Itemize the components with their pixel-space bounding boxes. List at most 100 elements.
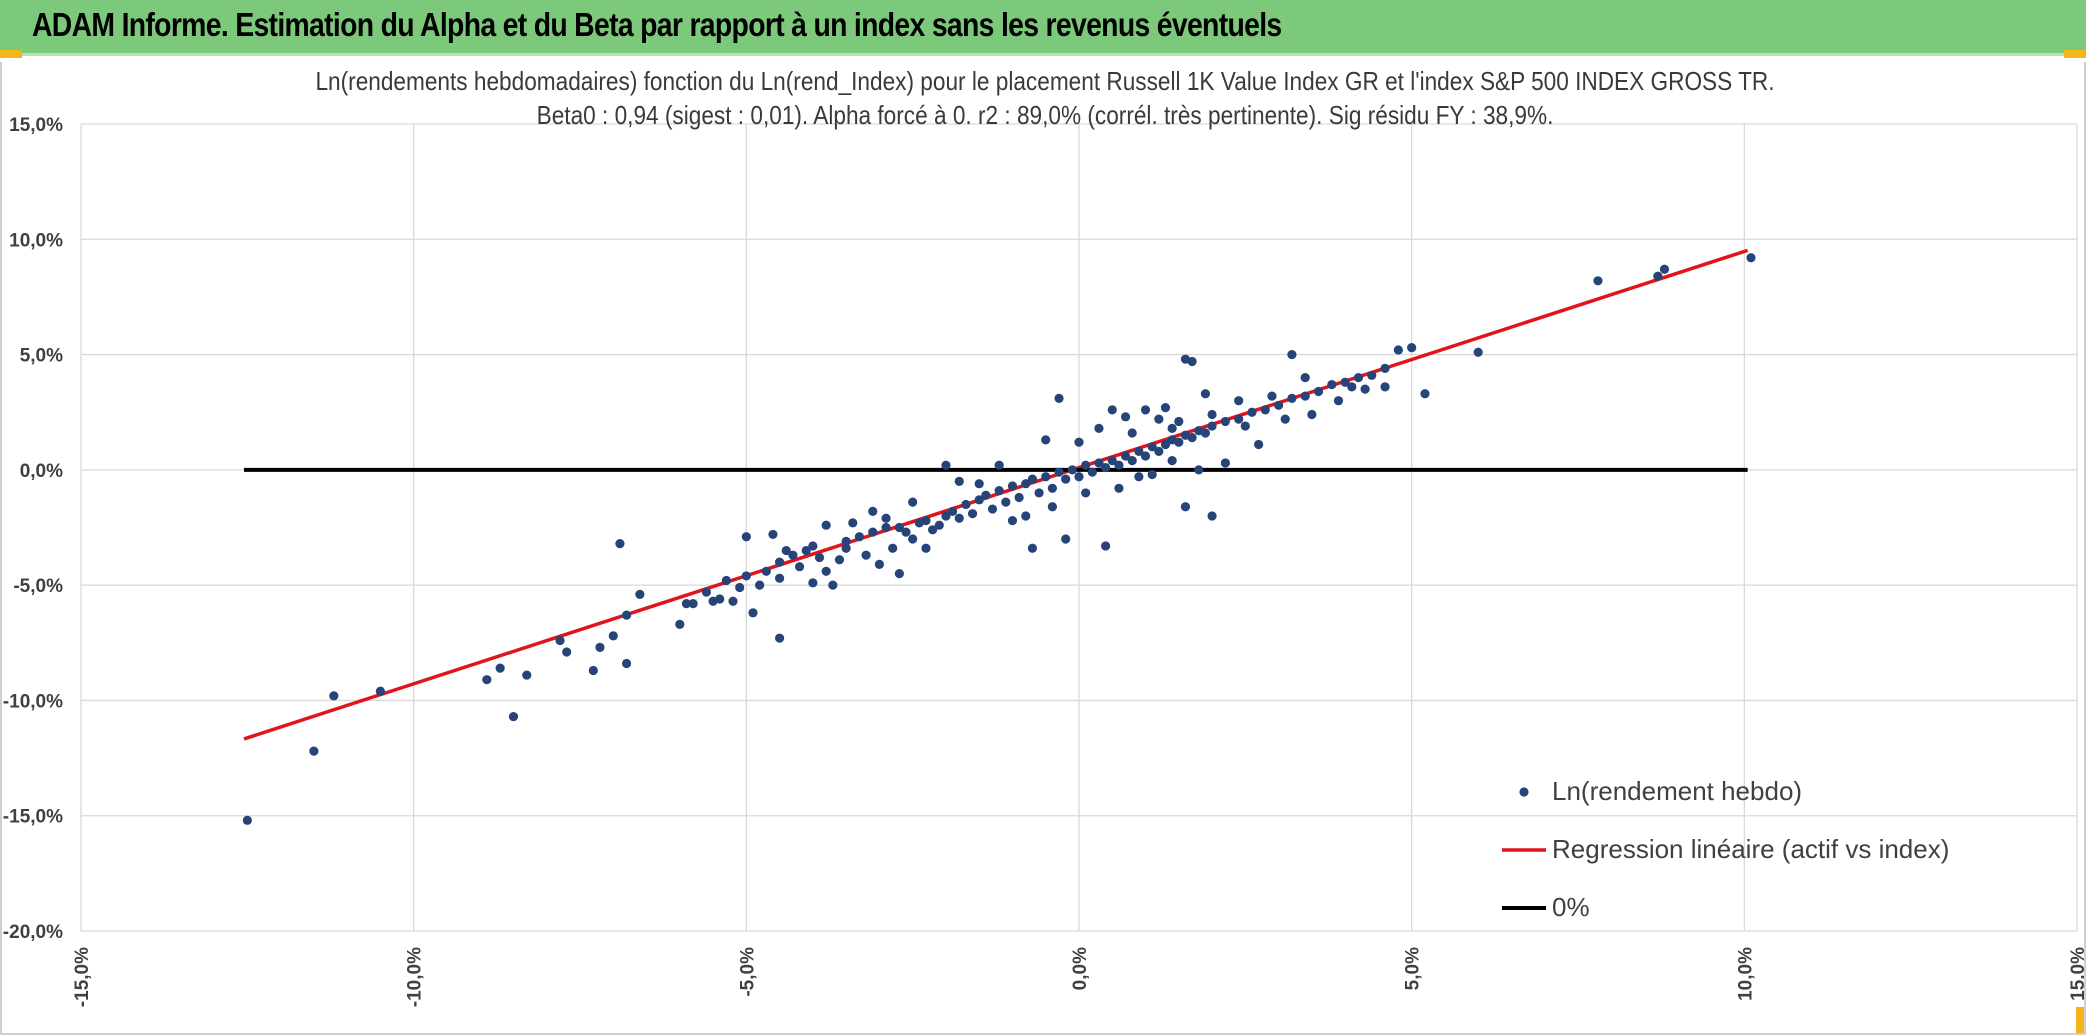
data-point [701,587,712,597]
data-point [1140,405,1151,415]
legend-label-points: Ln(rendement hebdo) [1552,776,1802,806]
data-point [967,509,978,519]
data-point [888,543,898,553]
data-point [947,506,958,516]
data-point [841,536,851,546]
data-point [1327,379,1337,390]
data-point [1254,439,1264,450]
header-corner-marker-right [2064,50,2086,58]
x-tick-label: 15,0% [2068,947,2084,1001]
data-point [508,711,519,722]
chart-area[interactable]: 15,0% 10,0% 5,0% 0,0% -5,0% -10,0% -15,0% -20,0… [0,62,2086,1035]
data-point [1367,370,1377,380]
data-point [1134,446,1144,457]
data-point [1001,497,1011,507]
data-point [1380,363,1390,374]
data-point [1014,492,1024,503]
data-point [681,598,692,609]
data-point [987,504,998,514]
resize-handle[interactable] [2076,1007,2084,1033]
data-point [1047,483,1057,493]
data-point [555,635,565,646]
chart-subtitle: Beta0 : 0,94 (sigest : 0,01). Alpha forc… [536,100,1554,130]
data-point [1147,469,1157,480]
data-point [1287,349,1297,360]
data-point [1207,511,1217,521]
data-point [1194,465,1204,475]
data-point [921,543,931,553]
data-point [728,596,738,606]
x-tick-label: -10,0% [405,947,426,1007]
data-point [1034,488,1044,498]
data-point [1120,451,1131,461]
data-point [788,550,798,560]
data-point [1081,460,1091,470]
data-point [1234,396,1244,406]
data-point [1300,391,1310,401]
data-point [1061,474,1071,484]
data-point [1120,412,1131,422]
data-point [242,815,252,825]
data-point [861,550,871,560]
data-point [1746,253,1756,263]
data-point [1247,407,1257,417]
data-point [1300,373,1310,383]
scatter-chart: 15,0% 10,0% 5,0% 0,0% -5,0% -10,0% -15,0% -20,0… [3,115,2084,1007]
legend-marker-points [1519,787,1529,797]
y-tick-label: -20,0% [3,922,63,943]
data-point [1167,456,1177,466]
data-point [928,525,938,535]
data-point [941,460,951,470]
y-tick-label: -15,0% [3,807,63,828]
data-point [748,608,758,618]
data-point [781,545,791,556]
data-point [981,490,991,500]
data-point [1054,467,1064,477]
data-point [868,527,878,537]
data-point [1313,386,1324,397]
data-point [1094,458,1104,468]
data-point [1187,432,1197,443]
data-point [1101,462,1111,473]
data-point [1240,421,1250,431]
data-point [1154,414,1164,424]
data-point [1174,437,1184,447]
header-corner-marker-left [0,50,22,58]
data-point [1087,467,1097,477]
data-point [881,522,891,533]
data-point [908,534,918,544]
data-point [1054,393,1064,403]
header-bar: ADAM Informe. Estimation du Alpha et du … [0,0,2086,58]
data-point [1333,396,1344,406]
data-point [941,511,951,521]
data-point [801,545,811,556]
data-point [741,532,751,542]
data-point [921,515,931,526]
data-point [1134,472,1144,482]
data-point [894,569,904,579]
data-point [375,686,385,696]
data-point [1653,271,1663,281]
data-point [1287,393,1297,403]
data-point [1061,534,1071,544]
data-point [635,589,645,599]
data-point [794,562,805,572]
data-point [994,460,1004,470]
data-point [1167,423,1177,433]
x-tick-label: 5,0% [1403,947,1424,990]
data-point [974,479,984,489]
data-point [1180,502,1191,512]
data-point [1380,382,1390,392]
y-tick-label: 10,0% [9,230,63,251]
data-point [868,506,878,516]
data-point [1274,400,1284,410]
data-point [588,665,598,676]
data-point [1420,389,1430,399]
data-point [954,476,964,486]
y-tick-label: -5,0% [13,576,63,597]
x-tick-label: -15,0% [72,947,93,1007]
data-point [814,552,825,563]
data-point [1114,483,1124,493]
data-point [848,518,858,528]
chart-title: Ln(rendements hebdomadaires) fonction du… [315,66,1775,96]
